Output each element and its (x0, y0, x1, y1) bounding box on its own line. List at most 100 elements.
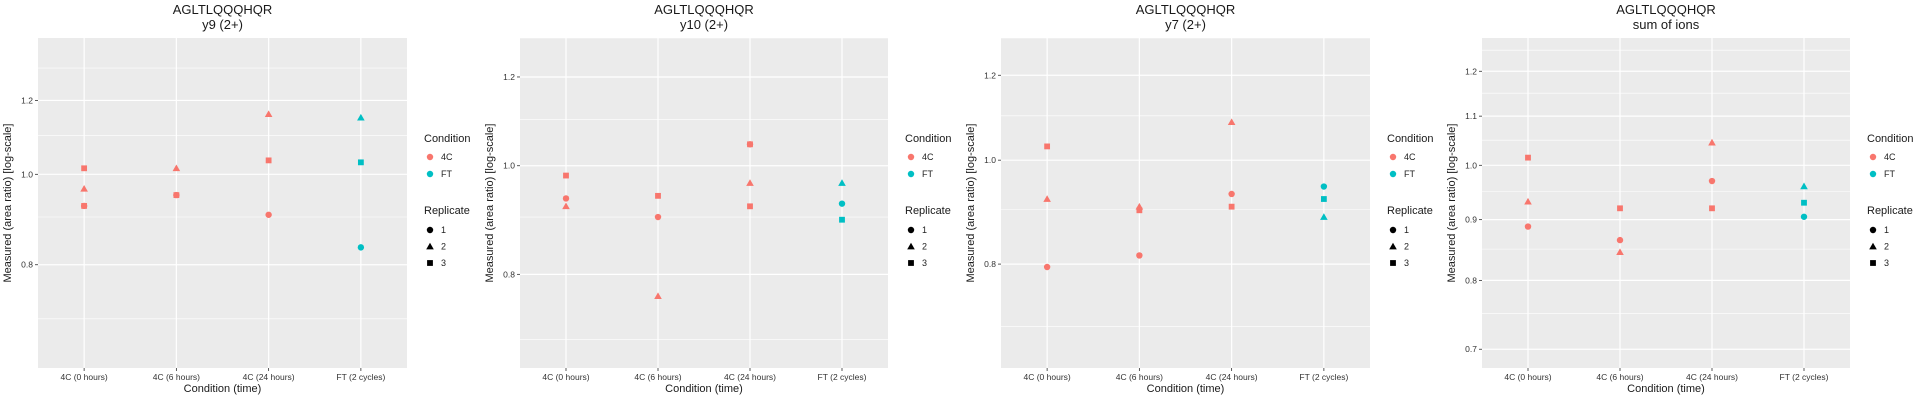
data-point (264, 110, 273, 118)
legend: Condition 4C FT Replicate 1 2 3 (1867, 133, 1913, 268)
x-tick-label: FT (2 cycles) (818, 372, 867, 382)
data-point (838, 179, 846, 186)
data-point (655, 192, 661, 199)
x-tick-label: FT (2 cycles) (336, 372, 385, 382)
x-tick-label: 4C (24 hours) (243, 372, 295, 382)
legend-key-replicate (426, 226, 434, 234)
data-point (747, 203, 753, 210)
legend-key-replicate (1389, 242, 1397, 250)
x-tick-label: 4C (0 hours) (61, 372, 108, 382)
legend-key-condition (907, 170, 915, 178)
y-tick-label: 0.8 (984, 259, 996, 269)
y-tick-label: 0.7 (1465, 344, 1477, 354)
y-tick-label: 1.0 (1465, 160, 1477, 170)
data-point (80, 184, 88, 192)
data-point (357, 113, 365, 121)
legend-key-condition (1869, 170, 1877, 178)
data-point (1524, 223, 1532, 230)
data-point (357, 244, 365, 251)
data-point (838, 200, 846, 207)
data-point (173, 192, 180, 199)
y-axis-title: Measured (area ratio) [log-scale] (1446, 124, 1458, 283)
legend-label-replicate: 2 (1404, 242, 1409, 252)
legend-key-replicate (426, 242, 434, 250)
legend-title-replicate: Replicate (424, 205, 470, 217)
legend-key-replicate (1870, 260, 1876, 266)
legend-label-condition: FT (441, 169, 452, 179)
y-tick-label: 1.0 (984, 155, 996, 165)
legend-label-condition: 4C (1404, 152, 1416, 162)
data-point (1044, 143, 1051, 150)
legend-label-condition: 4C (922, 152, 934, 162)
plot-background (520, 38, 888, 368)
y-tick-label: 1.1 (1465, 111, 1477, 121)
x-tick-label: 4C (6 hours) (634, 372, 681, 382)
data-point (1227, 118, 1236, 126)
data-point (1801, 199, 1807, 206)
y-tick-label: 0.9 (1465, 215, 1477, 225)
legend-key-replicate (1390, 260, 1396, 266)
y-axis-title: Measured (area ratio) [log-scale] (2, 124, 14, 283)
data-point (1800, 213, 1808, 220)
data-point (357, 159, 364, 166)
data-point (1708, 138, 1716, 146)
y-tick-label: 1.2 (503, 72, 515, 82)
data-point (1228, 190, 1235, 198)
data-point (1320, 213, 1328, 220)
legend-key-condition (1869, 153, 1877, 161)
legend-key-replicate (1869, 242, 1877, 250)
data-point (654, 292, 662, 299)
data-point (1320, 183, 1328, 190)
y-tick-label: 1.0 (503, 161, 515, 171)
x-axis-title: Condition (time) (184, 383, 262, 395)
legend-key-condition (1389, 170, 1397, 178)
data-point (654, 213, 662, 221)
legend-key-replicate (427, 260, 433, 266)
chart-subtitle: y10 (2+) (680, 17, 728, 32)
x-axis-title: Condition (time) (1147, 383, 1225, 395)
chart-subtitle: y9 (2+) (202, 17, 243, 32)
data-point (1616, 248, 1624, 256)
legend: Condition 4C FT Replicate 1 2 3 (905, 133, 951, 268)
x-tick-label: 4C (6 hours) (1116, 372, 1163, 382)
legend-key-condition (426, 153, 434, 161)
legend-label-replicate: 2 (1884, 242, 1889, 252)
legend-label-condition: 4C (441, 152, 453, 162)
y-tick-label: 0.8 (21, 260, 33, 270)
data-point (81, 165, 88, 172)
y-tick-label: 1.2 (984, 70, 996, 80)
x-tick-label: 4C (0 hours) (1024, 372, 1071, 382)
data-point (1800, 182, 1808, 190)
legend-key-replicate (907, 242, 915, 250)
legend-label-condition: FT (922, 169, 933, 179)
legend-title-condition: Condition (1387, 133, 1433, 145)
legend-label-replicate: 2 (441, 242, 446, 252)
plot-background (1001, 38, 1370, 368)
legend-key-replicate (1869, 226, 1877, 234)
legend-key-condition (907, 153, 915, 161)
data-point (1136, 207, 1143, 214)
x-tick-label: 4C (0 hours) (1504, 372, 1551, 382)
plot-background (1482, 38, 1850, 368)
legend-key-condition (426, 170, 434, 178)
data-point (1616, 236, 1624, 244)
legend-label-condition: 4C (1884, 152, 1896, 162)
chart-title: AGLTLQQQHQR (654, 2, 753, 17)
data-point (1617, 205, 1623, 212)
legend: Condition 4C FT Replicate 1 2 3 (1387, 133, 1433, 268)
y-tick-label: 1.2 (1465, 66, 1477, 76)
data-point (563, 172, 569, 179)
legend-label-condition: FT (1404, 169, 1415, 179)
data-point (562, 195, 570, 202)
legend-label-replicate: 3 (922, 258, 927, 268)
legend-label-replicate: 3 (441, 258, 446, 268)
legend-key-condition (1389, 153, 1397, 161)
data-point (265, 157, 272, 164)
legend-key-replicate (908, 260, 914, 266)
data-point (265, 211, 272, 218)
y-tick-label: 0.8 (503, 269, 515, 279)
